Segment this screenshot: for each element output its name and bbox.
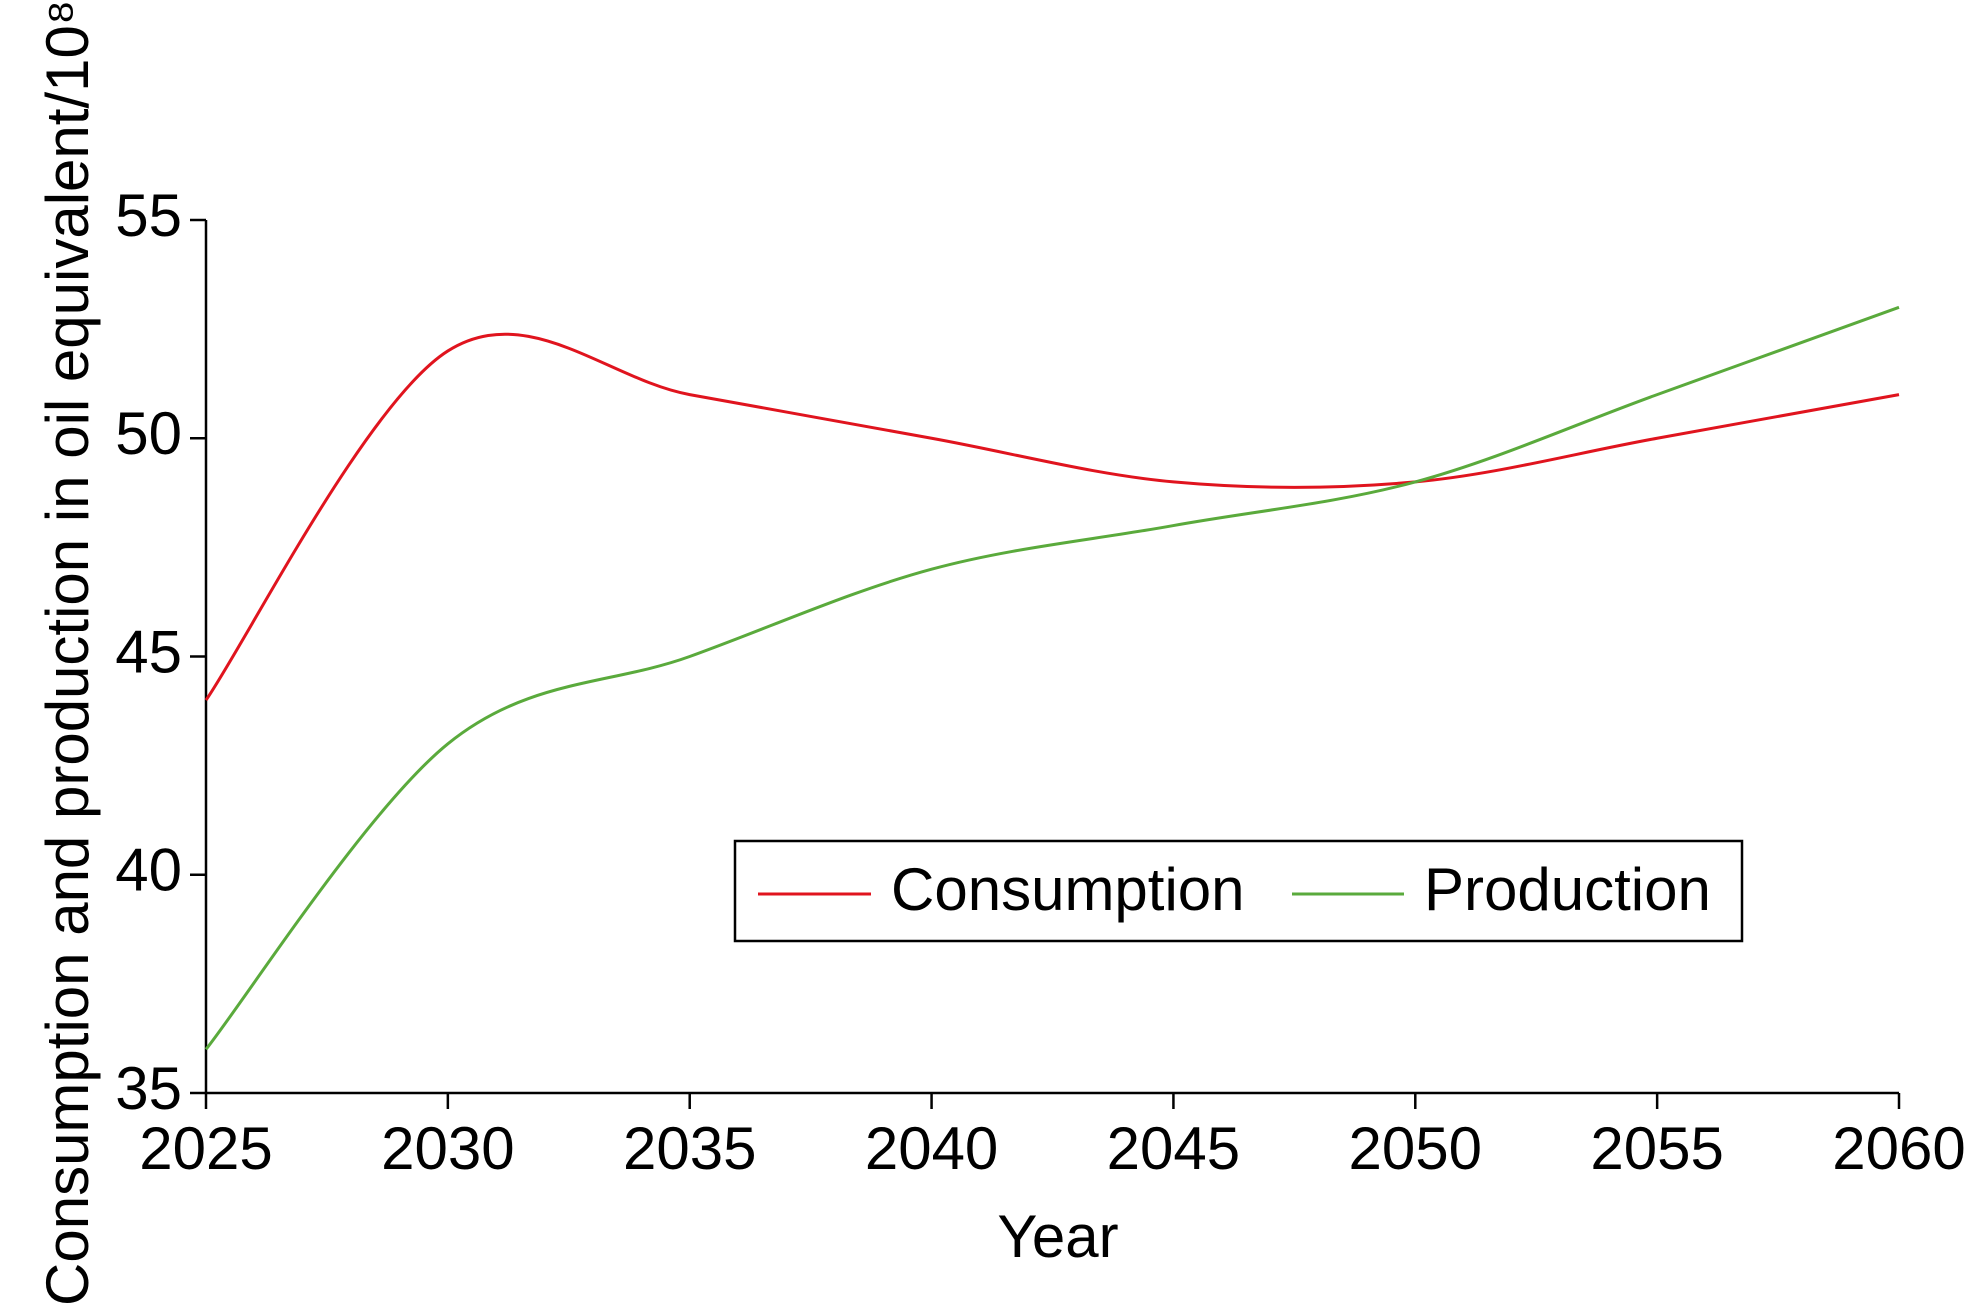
y-tick-label: 45 (115, 618, 182, 685)
x-axis-title: Year (997, 1203, 1118, 1270)
x-tick-label: 2035 (623, 1115, 756, 1182)
x-tick-label: 2050 (1349, 1115, 1482, 1182)
data-line (204, 332, 1900, 702)
x-tick-label: 2045 (1107, 1115, 1240, 1182)
y-tick-label: 35 (115, 1055, 182, 1122)
legend-label: Consumption (891, 856, 1245, 923)
x-tick-label: 2025 (139, 1115, 272, 1182)
axis-line (204, 220, 1899, 1095)
legend-label: Production (1424, 856, 1711, 923)
data-line (204, 305, 1900, 1051)
x-tick-label: 2055 (1590, 1115, 1723, 1182)
y-tick-label: 50 (115, 400, 182, 467)
x-tick-label: 2040 (865, 1115, 998, 1182)
legend-box (733, 839, 1744, 943)
y-axis-title: Consumption and production in oil equiva… (34, 0, 101, 1306)
x-tick-label: 2030 (381, 1115, 514, 1182)
y-tick-label: 40 (115, 837, 182, 904)
y-tick-label: 55 (115, 182, 182, 249)
x-tick-label: 2060 (1832, 1115, 1965, 1182)
